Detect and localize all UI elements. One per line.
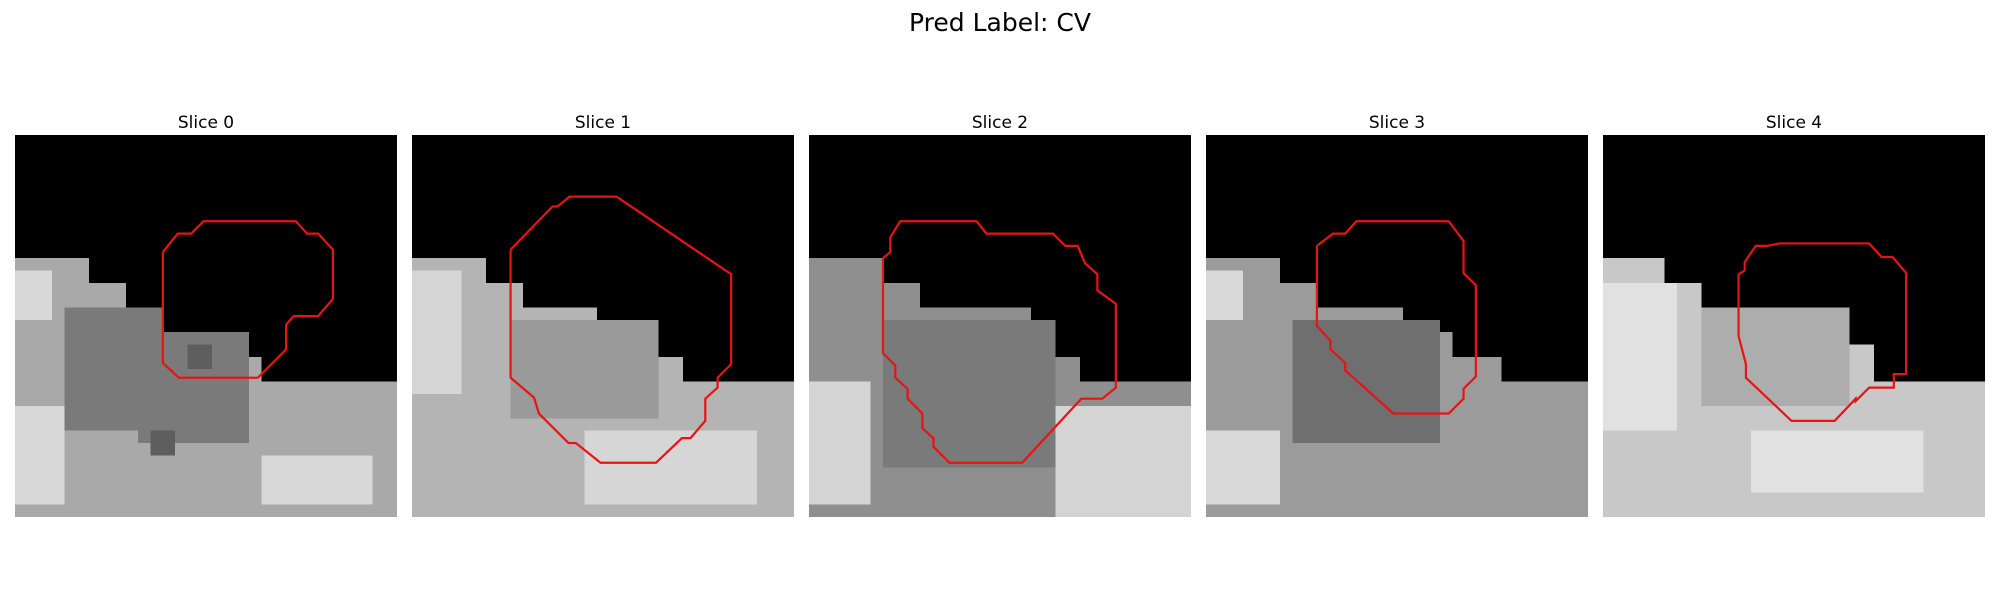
slice-image-4 [1603,135,1985,517]
slice-panel-1: Slice 1 [412,112,794,517]
slice-panel-0: Slice 0 [15,112,397,517]
slice-image-1 [412,135,794,517]
slice-image-2 [809,135,1191,517]
figure-title: Pred Label: CV [909,8,1091,37]
slice-title-1: Slice 1 [574,113,632,133]
slice-image-0 [15,135,397,517]
slice-title-4: Slice 4 [1765,113,1823,133]
slice-title-0: Slice 0 [177,113,235,133]
slice-image-3 [1206,135,1588,517]
slice-title-3: Slice 3 [1368,113,1426,133]
slice-panel-2: Slice 2 [809,112,1191,517]
slice-panel-4: Slice 4 [1603,112,1985,517]
slice-panel-3: Slice 3 [1206,112,1588,517]
slice-title-2: Slice 2 [971,113,1029,133]
